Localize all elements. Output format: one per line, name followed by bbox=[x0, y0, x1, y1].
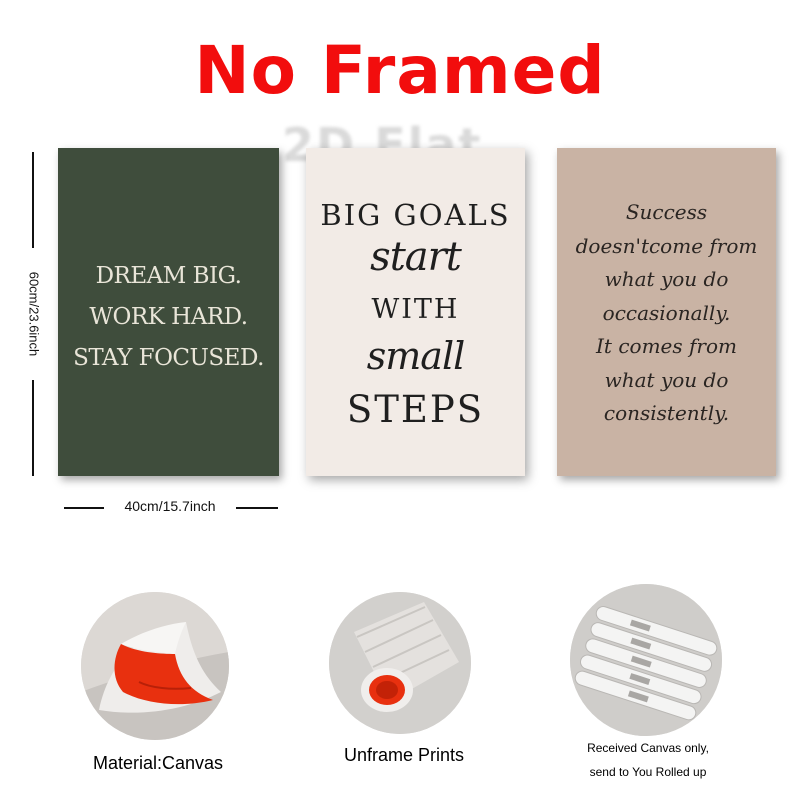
poster-line: occasionally. bbox=[602, 300, 731, 325]
poster-line: WITH bbox=[371, 294, 460, 325]
rolled-print-icon bbox=[329, 592, 471, 734]
poster-line: doesn'tcome from bbox=[575, 233, 758, 258]
shipping-caption-line-2: send to You Rolled up bbox=[589, 765, 707, 779]
shipping-caption-line-1: Received Canvas only, bbox=[587, 741, 709, 755]
poster-big-goals: BIG GOALS start WITH small STEPS bbox=[306, 148, 525, 476]
poster-line: small bbox=[366, 334, 466, 378]
poster-success: Success doesn'tcome from what you do occ… bbox=[557, 148, 776, 476]
height-dimension-line-bottom bbox=[32, 380, 34, 476]
poster-line: WORK HARD. bbox=[89, 304, 248, 330]
poster-line: what you do bbox=[604, 267, 729, 291]
page-title: No Framed bbox=[194, 32, 606, 109]
poster-line: BIG GOALS bbox=[320, 198, 511, 232]
poster-success-text: Success doesn'tcome from what you do occ… bbox=[557, 196, 776, 431]
material-caption: Material:Canvas bbox=[92, 753, 224, 773]
poster-line: STEPS bbox=[346, 388, 485, 431]
height-dimension-label: 60cm/23.6inch bbox=[26, 271, 42, 357]
poster-line: consistently. bbox=[603, 401, 730, 425]
rolled-tubes-icon bbox=[570, 584, 722, 736]
canvas-roll-icon bbox=[81, 592, 229, 740]
width-dimension-line-right bbox=[236, 507, 278, 509]
poster-line: STAY FOCUSED. bbox=[73, 345, 264, 371]
width-dimension-line-left bbox=[64, 507, 104, 509]
poster-line: start bbox=[370, 234, 462, 280]
poster-dream-big-text: DREAM BIG. WORK HARD. STAY FOCUSED. bbox=[58, 256, 279, 379]
unframe-caption: Unframe Prints bbox=[343, 745, 465, 765]
poster-line: It comes from bbox=[596, 334, 737, 358]
poster-dream-big: DREAM BIG. WORK HARD. STAY FOCUSED. bbox=[58, 148, 279, 476]
poster-line: what you do bbox=[604, 367, 729, 392]
width-dimension-label: 40cm/15.7inch bbox=[124, 498, 216, 514]
poster-line: Success bbox=[625, 200, 708, 224]
height-dimension-line-top bbox=[32, 152, 34, 248]
poster-line: DREAM BIG. bbox=[95, 263, 242, 289]
